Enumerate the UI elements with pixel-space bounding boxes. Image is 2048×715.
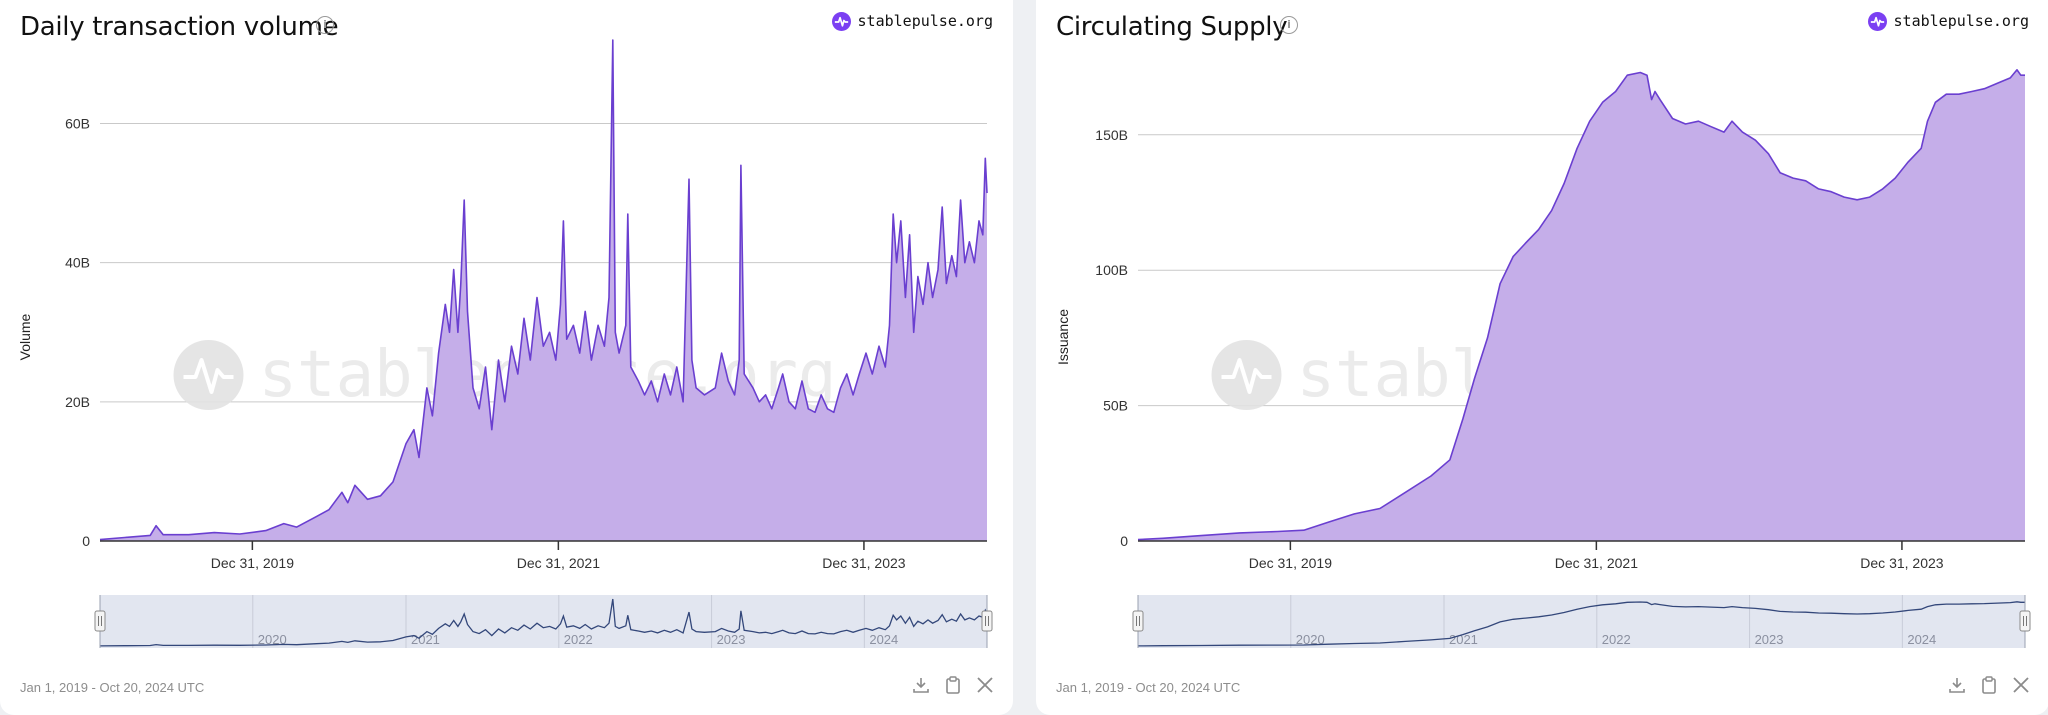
pulse-logo-icon [831, 11, 851, 31]
date-range-label: Jan 1, 2019 - Oct 20, 2024 UTC [1056, 680, 1241, 695]
x-share-icon[interactable] [2011, 675, 2031, 695]
navigator-right-handle[interactable] [2019, 595, 2031, 648]
y-tick-label: 0 [1120, 533, 1128, 549]
y-tick-label: 100B [1095, 262, 1128, 278]
series-line [1137, 69, 2025, 541]
navigator-label: 2022 [564, 632, 593, 647]
x-tick-label: Dec 31, 2021 [517, 555, 600, 571]
download-icon[interactable] [1947, 675, 1967, 695]
info-icon[interactable]: i [1280, 16, 1298, 34]
x-share-icon[interactable] [975, 675, 995, 695]
handle-grip [2019, 610, 2031, 632]
navigator-label: 2021 [411, 632, 440, 647]
y-tick-label: 60B [65, 116, 90, 132]
y-axis-title: Issuance [1055, 309, 1071, 365]
area-fill [1138, 69, 2025, 542]
navigator-label: 2022 [1602, 632, 1631, 647]
y-tick-label: 0 [82, 533, 90, 549]
brand-label: stablepulse.org [857, 12, 993, 30]
series-line [99, 39, 988, 541]
x-tick-label: Dec 31, 2023 [822, 555, 905, 571]
navigator-label: 2021 [1449, 632, 1478, 647]
watermark-pulse-icon [1221, 358, 1272, 394]
navigator-series-line [1137, 601, 2025, 647]
supply-chart-card: Circulating Supply i stablepulse.org 0 50… [1036, 0, 2048, 715]
y-tick-label: 20B [65, 394, 90, 410]
area-fill [100, 40, 987, 541]
handle-grip [1132, 610, 1144, 632]
date-range-label: Jan 1, 2019 - Oct 20, 2024 UTC [20, 680, 205, 695]
x-tick-label: Dec 31, 2019 [211, 555, 294, 571]
brand-link[interactable]: stablepulse.org [1867, 10, 2029, 32]
y-axis-title: Volume [17, 313, 33, 360]
navigator-left-handle[interactable] [1132, 595, 1144, 648]
y-tick-label: 150B [1095, 127, 1128, 143]
chart-title: Daily transaction volume [20, 12, 339, 42]
x-tick-label: Dec 31, 2019 [1249, 555, 1332, 571]
volume-area-chart[interactable]: 0 20B 40B 60B Volume stablepulse.org Dec 31, 2… [0, 0, 1013, 670]
supply-area-chart[interactable]: 0 50B 100B 150B Issuance stablepulse.org Dec 3… [1036, 0, 2048, 670]
navigator-label: 2020 [258, 632, 287, 647]
info-icon[interactable]: i [316, 16, 334, 34]
x-tick-label: Dec 31, 2023 [1860, 555, 1943, 571]
navigator-label: 2023 [1755, 632, 1784, 647]
navigator-right-handle[interactable] [981, 595, 993, 648]
watermark-logo-icon [1211, 340, 1282, 410]
y-tick-label: 50B [1103, 398, 1128, 414]
watermark-logo-icon [173, 340, 244, 410]
navigator-label: 2020 [1296, 632, 1325, 647]
navigator-background [1138, 595, 2025, 648]
brand-label: stablepulse.org [1893, 12, 2029, 30]
volume-chart-card: Daily transaction volume i stablepulse.o… [0, 0, 1013, 715]
navigator-series-line [99, 598, 988, 647]
brand-link[interactable]: stablepulse.org [831, 10, 993, 32]
clipboard-icon[interactable] [943, 675, 963, 695]
navigator-label: 2024 [1907, 632, 1936, 647]
navigator-left-handle[interactable] [94, 595, 106, 648]
pulse-logo-icon [1867, 11, 1887, 31]
navigator-label: 2024 [869, 632, 898, 647]
watermark-pulse-icon [183, 358, 234, 394]
navigator-label: 2023 [717, 632, 746, 647]
navigator-background [100, 595, 987, 648]
handle-grip [981, 610, 993, 632]
download-icon[interactable] [911, 675, 931, 695]
y-tick-label: 40B [65, 255, 90, 271]
clipboard-icon[interactable] [1979, 675, 1999, 695]
chart-title: Circulating Supply [1056, 12, 1288, 42]
handle-grip [94, 610, 106, 632]
x-tick-label: Dec 31, 2021 [1555, 555, 1638, 571]
